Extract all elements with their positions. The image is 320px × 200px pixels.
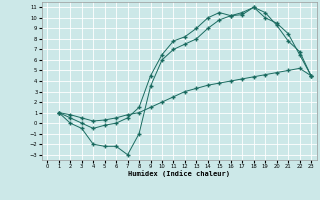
X-axis label: Humidex (Indice chaleur): Humidex (Indice chaleur) [128, 171, 230, 177]
